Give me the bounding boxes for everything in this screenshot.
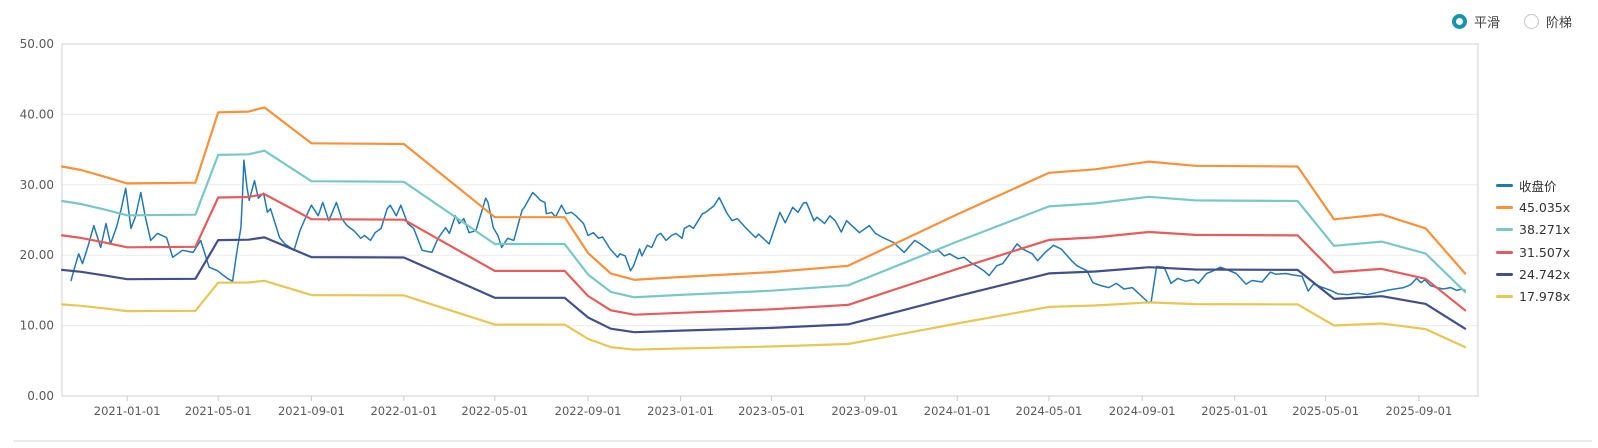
x-tick-label: 2023-05-01 [738, 404, 805, 418]
radio-smooth[interactable]: 平滑 [1451, 12, 1500, 31]
legend-item-close-price[interactable]: 收盘价 [1496, 178, 1570, 194]
pe-band-31507x-line [60, 193, 1467, 316]
chart-legend: 收盘价 45.035x 38.271x 31.507x 24.742x 17.978x [1496, 178, 1570, 312]
radio-step-label: 阶梯 [1545, 16, 1572, 31]
x-tick-label: 2022-01-01 [370, 404, 437, 418]
x-tick-label: 2025-09-01 [1385, 404, 1452, 418]
x-tick-label: 2024-09-01 [1109, 404, 1176, 418]
legend-label-24742x: 24.742x [1519, 267, 1571, 283]
legend-item-31507x[interactable]: 31.507x [1496, 244, 1571, 260]
x-tick-label: 2023-01-01 [647, 404, 714, 418]
legend-label-close-price: 收盘价 [1519, 178, 1557, 194]
legend-swatch-45035x [1496, 205, 1513, 209]
legend-swatch-24742x [1496, 273, 1513, 277]
y-tick-label: 40.00 [20, 107, 54, 121]
radio-step-unselected-icon[interactable] [1523, 14, 1539, 29]
y-axis: 0.00 10.00 20.00 30.00 40.00 50.00 [20, 37, 54, 403]
legend-swatch-38271x [1496, 228, 1513, 232]
plot-border [61, 43, 1479, 397]
radio-smooth-selected-icon[interactable] [1451, 14, 1467, 29]
radio-smooth-label: 平滑 [1473, 16, 1500, 31]
x-tick-label: 2022-09-01 [555, 404, 622, 418]
legend-item-24742x[interactable]: 24.742x [1496, 267, 1571, 283]
radio-step[interactable]: 阶梯 [1523, 12, 1572, 31]
pe-band-17978x-line [60, 279, 1467, 351]
y-tick-label: 50.00 [20, 37, 54, 51]
legend-label-45035x: 45.035x [1519, 199, 1571, 215]
legend-label-31507x: 31.507x [1519, 244, 1571, 260]
legend-item-45035x[interactable]: 45.035x [1496, 199, 1571, 215]
pe-band-24742x-line [60, 236, 1467, 334]
x-tick-label: 2025-01-01 [1201, 404, 1268, 418]
pe-band-45035x-line [60, 106, 1467, 281]
x-tick-label: 2025-05-01 [1292, 404, 1359, 418]
legend-label-38271x: 38.271x [1519, 222, 1571, 238]
legend-swatch-31507x [1496, 250, 1513, 254]
x-axis: 2021-01-01 2021-05-01 2021-09-01 2022-01-01… [94, 396, 1452, 418]
x-tick-label: 2021-05-01 [185, 404, 252, 418]
y-tick-label: 10.00 [20, 319, 54, 333]
x-tick-label: 2022-05-01 [461, 404, 528, 418]
y-tick-label: 30.00 [20, 178, 54, 192]
x-tick-label: 2024-01-01 [924, 404, 991, 418]
gridlines [62, 113, 1478, 327]
y-tick-label: 20.00 [20, 248, 54, 262]
legend-item-17978x[interactable]: 17.978x [1496, 289, 1571, 305]
pe-band-38271x-line [60, 149, 1467, 299]
line-style-radio-group: 平滑 阶梯 [1451, 12, 1572, 31]
x-tick-label: 2021-09-01 [278, 404, 345, 418]
x-tick-label: 2021-01-01 [94, 404, 161, 418]
legend-label-17978x: 17.978x [1519, 289, 1571, 305]
x-tick-label: 2024-05-01 [1016, 404, 1083, 418]
y-tick-label: 0.00 [27, 389, 54, 403]
pe-bands [60, 106, 1467, 351]
legend-item-38271x[interactable]: 38.271x [1496, 222, 1571, 238]
close-price-line [70, 159, 1466, 304]
legend-swatch-close-price [1496, 183, 1513, 187]
legend-swatch-17978x [1496, 295, 1513, 299]
x-tick-label: 2023-09-01 [831, 404, 898, 418]
